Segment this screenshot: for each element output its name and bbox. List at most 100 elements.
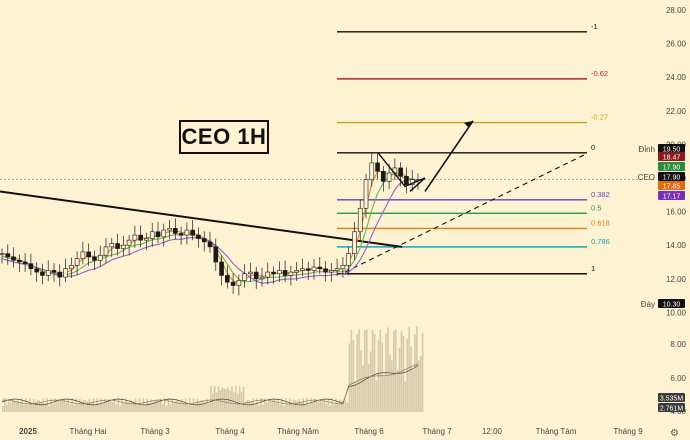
candle-body [144,238,149,241]
volume-bar [19,402,21,412]
volume-bar [36,400,39,412]
volume-bar [113,398,116,412]
candle-body [265,271,271,278]
volume-bar [360,350,362,412]
volume-bar [165,405,168,412]
x-axis-label: 2025 [19,427,37,436]
candle-body [334,268,340,271]
volume-bar [106,400,108,412]
volume-bar [262,404,264,412]
volume-bar [109,399,112,412]
volume-bar [32,398,35,412]
volume-bar [410,346,412,412]
price-tag [658,162,685,171]
candle-body [277,270,282,275]
candle-body [92,256,97,261]
volume-bar [346,402,349,412]
price-tag [658,172,685,181]
volume-bar [34,401,37,412]
volume-bar [55,402,58,412]
volume-bar [183,402,185,412]
candle-body [398,167,403,177]
volume-bar [125,398,127,412]
volume-bar [396,370,399,412]
volume-bar [369,351,372,412]
volume-bar [152,401,154,412]
candle-body [22,261,28,264]
volume-bar [17,399,20,412]
volume-bar [248,400,251,412]
candle-body [329,270,334,273]
candle-body [115,243,120,249]
volume-bar [418,360,420,412]
price-tag-value: 17.85 [663,184,681,191]
volume-bar [260,398,262,412]
volume-bar [59,400,62,412]
fib-level-label: 0 [591,143,595,152]
volume-ma-line [1,365,419,406]
volume-tag [658,393,685,402]
candle-body [178,233,184,236]
volume-bar [319,399,322,412]
volume-bar [25,398,27,412]
price-tag-value: 17.90 [663,165,681,172]
price-tag-label: Đáy [641,300,655,309]
volume-bar [132,401,135,412]
volume-bar [206,398,208,412]
volume-bar [304,404,306,412]
candle-body [242,273,247,281]
volume-bar [350,329,353,412]
gear-icon[interactable]: ⚙ [670,428,679,439]
volume-bar [269,400,272,412]
volume-bar [229,390,231,412]
volume-bar [111,402,114,412]
volume-bar [2,406,4,412]
volume-bar [252,398,254,412]
volume-bar [265,402,268,412]
candle-body [340,265,346,270]
candle-body [288,271,294,276]
volume-bar [27,405,29,412]
candle-body [201,238,207,243]
volume-bar [294,400,297,412]
volume-bar [389,354,391,412]
projection-arrow-head [464,120,473,127]
candle-body [323,268,328,273]
candle-body [5,253,11,258]
volume-bar [54,398,56,412]
volume-bar [381,342,384,412]
volume-bar [267,399,270,412]
candle-body [17,260,22,263]
volume-bar [298,399,301,412]
volume-bar [242,386,245,412]
volume-bar [200,400,202,412]
volume-bar [28,398,31,412]
volume-ma-line [1,363,419,405]
volume-bar [15,401,18,412]
volume-bar [394,329,397,412]
candle-body [138,234,143,241]
volume-bar [288,398,291,412]
volume-bar [235,386,237,412]
volume-bar [13,400,16,412]
volume-bar [94,405,97,412]
volume-bar [254,403,256,412]
volume-bar [171,398,174,412]
volume-bar [148,402,150,412]
fib-level-label: 0.5 [591,203,601,212]
candle-body [300,268,305,271]
volume-bar [69,404,72,412]
volume-bar [358,329,360,412]
volume-bar [412,369,414,412]
volume-bar [225,388,228,412]
volume-bar [215,392,218,412]
volume-bar [21,398,23,412]
volume-bar [263,398,266,412]
candle-body [126,239,132,246]
volume-bar [340,400,343,412]
candle-body [184,229,190,236]
volume-bar [71,398,73,412]
candle-body [63,268,68,278]
